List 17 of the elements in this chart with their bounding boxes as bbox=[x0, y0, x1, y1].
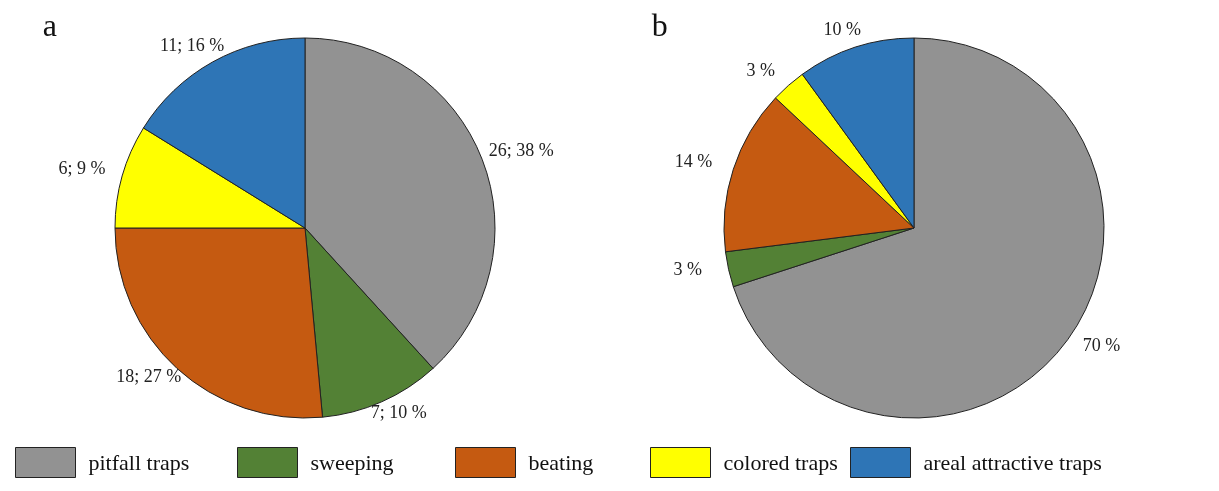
legend-label: pitfall traps bbox=[88, 450, 190, 475]
data-label: 3 % bbox=[673, 258, 703, 279]
data-label: 26; 38 % bbox=[488, 140, 554, 161]
chart-title: b bbox=[651, 6, 668, 43]
legend-label: beating bbox=[528, 450, 594, 475]
data-label: 11; 16 % bbox=[160, 34, 225, 55]
chart-title: a bbox=[42, 6, 57, 43]
data-label: 6; 9 % bbox=[58, 158, 106, 179]
legend-label: colored traps bbox=[723, 450, 838, 475]
legend-label: sweeping bbox=[310, 450, 394, 475]
data-label: 3 % bbox=[746, 60, 775, 81]
data-label: 18; 27 % bbox=[116, 365, 182, 386]
data-label: 10 % bbox=[823, 19, 862, 40]
data-label: 14 % bbox=[674, 150, 713, 171]
data-label: 70 % bbox=[1082, 334, 1121, 355]
legend-label: areal attractive traps bbox=[923, 450, 1102, 475]
data-label: 7; 10 % bbox=[370, 401, 427, 422]
